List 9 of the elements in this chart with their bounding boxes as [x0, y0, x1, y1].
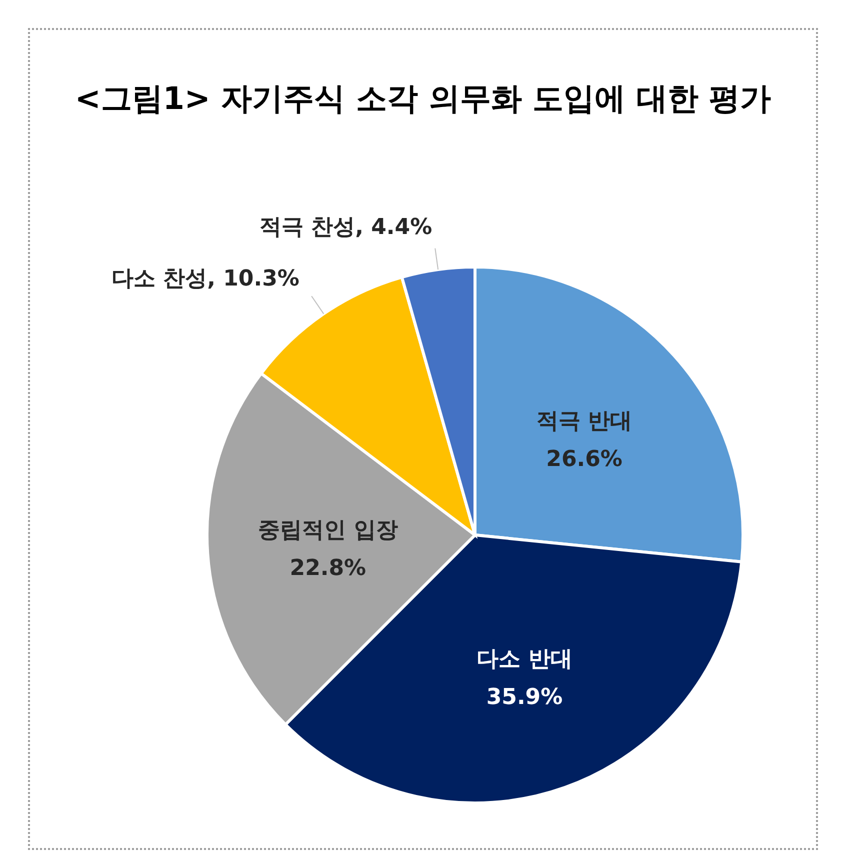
- data-label: 22.8%: [290, 556, 366, 582]
- chart-title: <그림1> 자기주식 소각 의무화 도입에 대한 평가: [74, 80, 772, 119]
- data-label: 26.6%: [546, 447, 622, 472]
- slice-label: 적극 반대: [536, 409, 632, 434]
- slice-label: 다소 찬성, 10.3%: [111, 266, 300, 292]
- slice-label: 다소 반대: [476, 646, 572, 672]
- data-label: 35.9%: [486, 684, 563, 710]
- slice-label: 중립적인 입장: [258, 518, 398, 544]
- slice-label: 적극 찬성, 4.4%: [259, 215, 432, 240]
